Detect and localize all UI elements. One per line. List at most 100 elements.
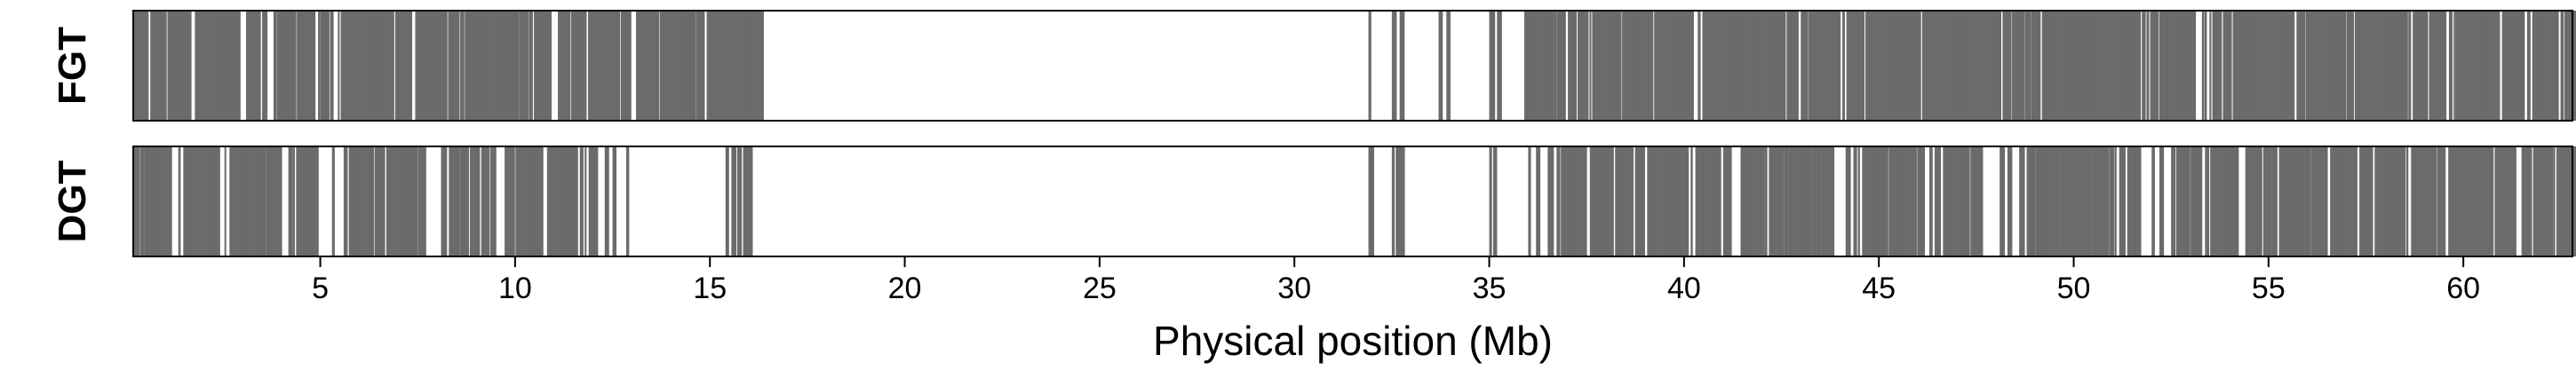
marker-line xyxy=(147,146,155,256)
marker-line xyxy=(2137,11,2141,121)
marker-line xyxy=(580,11,584,121)
marker-line xyxy=(561,11,565,121)
marker-line xyxy=(614,11,620,121)
marker-line xyxy=(382,146,385,256)
marker-line xyxy=(1558,11,1565,121)
marker-line xyxy=(583,11,587,121)
marker-line xyxy=(1697,11,1701,121)
marker-line xyxy=(2199,146,2202,256)
x-tick-label: 45 xyxy=(1862,272,1896,305)
marker-line xyxy=(2336,146,2342,256)
marker-line xyxy=(2379,146,2386,256)
marker-line xyxy=(292,146,295,256)
marker-line xyxy=(1917,146,1926,256)
marker-line xyxy=(1966,146,1970,256)
marker-line xyxy=(2479,146,2486,256)
marker-line xyxy=(345,11,354,121)
marker-line xyxy=(1589,11,1592,121)
marker-line xyxy=(1625,146,1634,256)
marker-line xyxy=(2175,146,2182,256)
marker-line xyxy=(2146,11,2150,121)
marker-line xyxy=(163,146,170,256)
marker-line xyxy=(485,146,490,256)
marker-line xyxy=(1551,11,1554,121)
marker-line xyxy=(659,11,668,121)
marker-line xyxy=(308,146,313,256)
marker-line xyxy=(139,146,145,256)
marker-line xyxy=(542,11,550,121)
marker-line xyxy=(2297,146,2306,256)
marker-line xyxy=(2002,11,2012,121)
marker-line xyxy=(2286,146,2290,256)
marker-line xyxy=(2278,146,2288,256)
marker-line xyxy=(1642,11,1650,121)
marker-line xyxy=(2548,146,2554,256)
marker-line xyxy=(521,11,527,121)
marker-line xyxy=(1786,11,1793,121)
marker-line xyxy=(2484,146,2491,256)
marker-line xyxy=(2184,146,2188,256)
marker-line xyxy=(1610,11,1612,121)
marker-line xyxy=(2172,11,2179,121)
marker-line xyxy=(1489,146,1492,256)
marker-line xyxy=(2453,11,2456,121)
marker-line xyxy=(566,11,571,121)
marker-line xyxy=(2187,146,2190,256)
marker-line xyxy=(381,11,386,121)
marker-line xyxy=(2201,11,2205,121)
marker-line xyxy=(369,146,374,256)
marker-line xyxy=(1828,11,1837,121)
marker-line xyxy=(1529,11,1531,121)
marker-line xyxy=(588,146,599,256)
marker-line xyxy=(1438,11,1443,121)
marker-line xyxy=(2314,146,2323,256)
marker-line xyxy=(456,146,459,256)
marker-line xyxy=(1908,146,1917,256)
marker-line xyxy=(2262,146,2268,256)
marker-line xyxy=(1682,146,1688,256)
marker-line xyxy=(714,11,723,121)
marker-line xyxy=(1631,11,1637,121)
marker-line xyxy=(2014,11,2018,121)
marker-line xyxy=(2059,146,2067,256)
marker-line xyxy=(2434,11,2442,121)
track-dgt: DGT xyxy=(51,146,2576,257)
marker-line xyxy=(1849,11,1856,121)
marker-line xyxy=(579,146,584,256)
marker-line xyxy=(2156,11,2159,121)
marker-line xyxy=(2245,11,2252,121)
marker-line xyxy=(178,11,183,121)
marker-line xyxy=(2178,11,2183,121)
marker-line xyxy=(2109,146,2115,256)
marker-line xyxy=(2301,11,2306,121)
marker-line xyxy=(288,146,293,256)
marker-line xyxy=(2539,146,2541,256)
marker-line xyxy=(2542,11,2549,121)
marker-line xyxy=(313,11,316,121)
marker-line xyxy=(137,146,140,256)
marker-line xyxy=(249,11,256,121)
marker-line xyxy=(1617,11,1622,121)
marker-line xyxy=(133,146,139,256)
marker-line xyxy=(186,11,192,121)
marker-line xyxy=(2459,146,2465,256)
marker-line xyxy=(1804,146,1808,256)
marker-line xyxy=(1654,11,1659,121)
marker-line xyxy=(343,146,348,256)
marker-line xyxy=(224,146,227,256)
marker-line xyxy=(2306,146,2309,256)
marker-line xyxy=(2064,11,2071,121)
marker-line xyxy=(420,146,426,256)
marker-line xyxy=(625,146,630,256)
marker-line xyxy=(1617,146,1619,256)
marker-line xyxy=(555,146,561,256)
marker-line xyxy=(150,11,158,121)
marker-line xyxy=(2553,146,2556,256)
marker-line xyxy=(419,11,423,121)
marker-line xyxy=(1662,146,1669,256)
marker-line xyxy=(1938,146,1942,256)
marker-line xyxy=(2429,11,2435,121)
marker-line xyxy=(1556,146,1561,256)
marker-line xyxy=(2270,11,2273,121)
x-tick-label: 60 xyxy=(2446,272,2480,305)
